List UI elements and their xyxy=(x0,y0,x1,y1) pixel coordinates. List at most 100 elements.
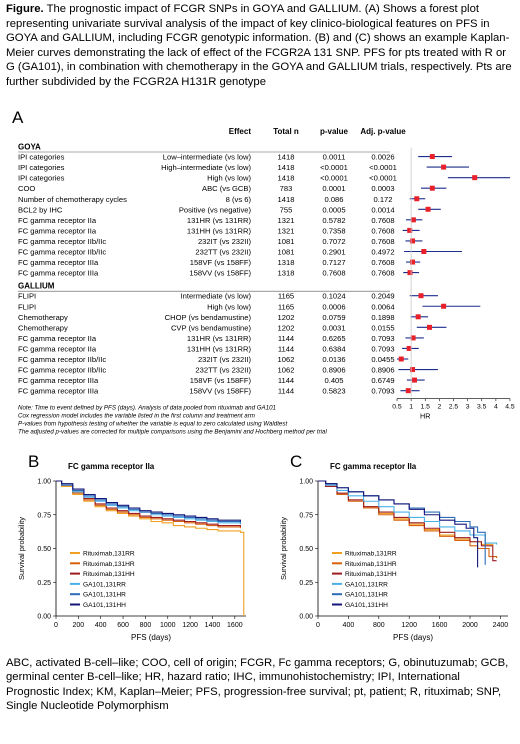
legend-entry: Rituximab,131HR xyxy=(83,561,135,568)
hr-point xyxy=(410,335,416,341)
row-variable: FC gamma receptor IIb/IIc xyxy=(18,248,106,257)
row-effect: 131HH (vs 131RR) xyxy=(187,226,252,235)
row-effect: 131HH (vs 131RR) xyxy=(187,344,252,353)
x-axis-label: PFS (days) xyxy=(393,633,433,642)
hr-point xyxy=(429,154,435,160)
row-p-value: 0.0006 xyxy=(322,302,345,311)
row-variable: FC gamma receptor IIIa xyxy=(18,376,99,385)
survival-curve xyxy=(318,480,498,545)
hr-point xyxy=(414,196,420,202)
footnote-line: The adjusted p-values are corrected for … xyxy=(18,429,327,436)
row-adj-p-value: 0.7608 xyxy=(371,237,394,246)
caption-text: The prognostic impact of FCGR SNPs in GO… xyxy=(6,3,512,88)
x-axis-label: PFS (days) xyxy=(131,633,171,642)
row-adj-p-value: 0.0003 xyxy=(371,184,394,193)
row-adj-p-value: 0.7093 xyxy=(371,334,394,343)
row-p-value: 0.0759 xyxy=(322,313,345,322)
row-p-value: 0.5782 xyxy=(322,216,345,225)
footnote-line: Note: Time to event defined by PFS (days… xyxy=(18,405,276,412)
x-tick-label: 1200 xyxy=(401,622,417,629)
y-axis-label: Survival probability xyxy=(279,517,288,580)
row-adj-p-value: 0.172 xyxy=(373,195,392,204)
row-total-n: 1165 xyxy=(278,302,294,311)
row-total-n: 1062 xyxy=(278,355,295,364)
row-effect: 232TT (vs 232II) xyxy=(195,366,251,375)
row-variable: FC gamma receptor IIa xyxy=(18,344,97,353)
row-effect: 158VF (vs 158FF) xyxy=(190,258,252,267)
row-variable: FC gamma receptor IIb/IIc xyxy=(18,366,106,375)
row-effect: CVP (vs bendamustine) xyxy=(171,323,252,332)
row-total-n: 1321 xyxy=(278,216,295,225)
row-p-value: 0.086 xyxy=(324,195,343,204)
row-total-n: 783 xyxy=(280,184,293,193)
row-variable: IPI categories xyxy=(18,153,65,162)
legend-entry: GA101,131HH xyxy=(345,602,388,609)
row-effect: High–intermediate (vs low) xyxy=(161,163,251,172)
row-total-n: 1062 xyxy=(278,366,295,375)
row-total-n: 1165 xyxy=(278,292,294,301)
y-tick-label: 0.00 xyxy=(299,614,313,621)
row-effect: 232IT (vs 232II) xyxy=(198,355,252,364)
hr-point xyxy=(441,164,447,170)
row-effect: 8 (vs 6) xyxy=(226,195,252,204)
y-tick-label: 0.50 xyxy=(299,546,313,553)
x-tick-label: 0.5 xyxy=(392,404,402,411)
x-tick-label: 0 xyxy=(54,622,58,629)
row-adj-p-value: 0.0155 xyxy=(371,323,394,332)
x-tick-label: 800 xyxy=(140,622,152,629)
x-tick-label: 200 xyxy=(73,622,85,629)
x-tick-label: 400 xyxy=(95,622,107,629)
panel-label: A xyxy=(12,108,24,127)
row-total-n: 1144 xyxy=(278,334,294,343)
hr-point xyxy=(410,238,416,244)
caption-label: Figure. xyxy=(6,3,44,15)
row-adj-p-value: 0.7608 xyxy=(371,258,394,267)
x-tick-label: 2400 xyxy=(493,622,509,629)
hr-point xyxy=(472,175,478,181)
legend-entry: Rituximab,131RR xyxy=(345,551,397,558)
row-p-value: 0.8906 xyxy=(322,366,345,375)
row-variable: FLIPI xyxy=(18,302,36,311)
row-adj-p-value: 0.0026 xyxy=(371,153,394,162)
row-p-value: 0.7608 xyxy=(322,269,345,278)
row-variable: BCL2 by IHC xyxy=(18,205,63,214)
hr-point xyxy=(426,324,432,330)
row-variable: FC gamma receptor IIIa xyxy=(18,269,99,278)
legend-entry: GA101,131HR xyxy=(345,592,388,599)
column-header: Adj. p-value xyxy=(360,127,406,136)
row-effect: Positive (vs negative) xyxy=(179,205,252,214)
hr-point xyxy=(418,293,424,299)
row-p-value: 0.1024 xyxy=(322,292,345,301)
row-variable: Chemotherapy xyxy=(18,313,68,322)
y-axis-label: Survival probability xyxy=(17,517,26,580)
row-adj-p-value: 0.4972 xyxy=(371,248,394,257)
row-total-n: 755 xyxy=(280,205,293,214)
legend-entry: Rituximab,131RR xyxy=(83,551,135,558)
figure-caption: Figure. The prognostic impact of FCGR SN… xyxy=(6,2,516,90)
x-tick-label: 1600 xyxy=(227,622,243,629)
row-effect: High (vs low) xyxy=(207,302,251,311)
hr-point xyxy=(410,217,416,223)
legend-entry: Rituximab,131HH xyxy=(83,571,135,578)
row-p-value: 0.7072 xyxy=(322,237,345,246)
row-adj-p-value: 0.6749 xyxy=(371,376,394,385)
row-variable: FC gamma receptor IIa xyxy=(18,216,97,225)
row-effect: 131HR (vs 131RR) xyxy=(187,334,252,343)
row-p-value: 0.405 xyxy=(324,376,343,385)
row-effect: CHOP (vs bendamustine) xyxy=(165,313,252,322)
x-tick-label: 800 xyxy=(373,622,385,629)
panel-label: C xyxy=(290,452,302,471)
y-tick-label: 0.75 xyxy=(299,512,313,519)
abbreviations-footnote: ABC, activated B-cell–like; COO, cell of… xyxy=(6,657,509,713)
row-adj-p-value: 0.7093 xyxy=(371,344,394,353)
legend-entry: GA101,131RR xyxy=(345,581,388,588)
row-total-n: 1144 xyxy=(278,376,294,385)
x-tick-label: 1.5 xyxy=(421,404,431,411)
hr-point xyxy=(421,249,427,254)
row-variable: FC gamma receptor IIb/IIc xyxy=(18,355,106,364)
row-effect: 232TT (vs 232II) xyxy=(195,248,251,257)
y-tick-label: 0.75 xyxy=(37,512,51,519)
row-total-n: 1418 xyxy=(278,174,295,183)
row-p-value: 0.0001 xyxy=(322,184,345,193)
x-tick-label: 2 xyxy=(437,404,441,411)
